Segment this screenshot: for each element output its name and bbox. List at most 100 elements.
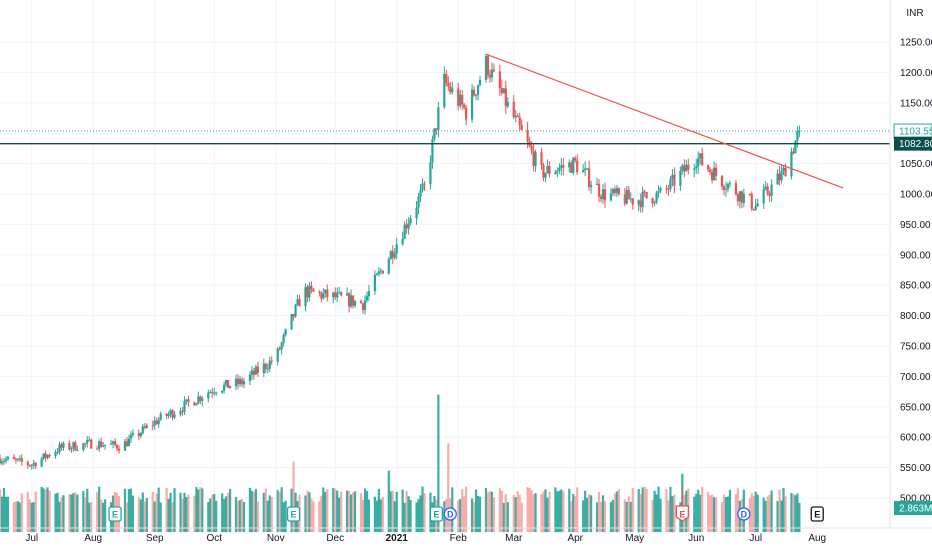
volume-bar bbox=[478, 496, 482, 533]
event-marker-letter: D bbox=[447, 510, 454, 520]
volume-bar bbox=[734, 494, 738, 533]
candle-body bbox=[451, 88, 454, 93]
volume-bar bbox=[268, 495, 271, 533]
currency-badge[interactable]: INR bbox=[903, 6, 927, 22]
volume-bar bbox=[556, 491, 559, 533]
candle-body bbox=[32, 462, 35, 466]
candle-body bbox=[693, 168, 696, 170]
volume-bar bbox=[562, 491, 565, 533]
volume-bar bbox=[6, 496, 10, 533]
candle-body bbox=[248, 374, 252, 382]
event-marker-earnings[interactable]: E bbox=[286, 506, 301, 522]
candle-body bbox=[572, 157, 575, 173]
candle-body bbox=[796, 131, 799, 141]
volume-bar bbox=[129, 488, 133, 533]
candle-body bbox=[459, 94, 462, 106]
candle-body bbox=[223, 384, 226, 391]
volume-bar bbox=[754, 491, 757, 533]
price-tick-label: 700.00 bbox=[900, 372, 931, 383]
event-marker-earnings-miss[interactable]: E bbox=[675, 488, 689, 522]
volume-bar bbox=[324, 491, 327, 533]
candle-body bbox=[724, 188, 728, 190]
volume-bar bbox=[266, 500, 269, 533]
candle-body bbox=[601, 189, 605, 200]
volume-tag-text: 2.863M bbox=[899, 504, 932, 515]
volume-bar bbox=[701, 486, 704, 533]
volume-bar bbox=[262, 492, 265, 533]
event-marker-letter: D bbox=[741, 510, 748, 520]
candle-body bbox=[340, 292, 343, 296]
volume-bar bbox=[332, 487, 335, 533]
candle-body bbox=[712, 167, 716, 181]
candle-body bbox=[391, 251, 394, 258]
candle-body bbox=[308, 285, 311, 298]
volume-bar bbox=[629, 501, 632, 533]
volume-bar bbox=[338, 497, 341, 533]
candle-body bbox=[556, 170, 559, 173]
candle-body bbox=[377, 271, 380, 274]
candle-body bbox=[443, 73, 446, 108]
volume-bar bbox=[419, 495, 422, 533]
candle-body bbox=[250, 370, 254, 375]
volume-bar bbox=[88, 502, 91, 533]
event-marker-dividend[interactable]: D bbox=[443, 507, 457, 521]
candle-body bbox=[131, 432, 134, 436]
candle-body bbox=[701, 153, 704, 166]
volume-bar bbox=[167, 498, 170, 533]
volume-bar bbox=[20, 493, 23, 533]
event-marker-letter: E bbox=[433, 510, 439, 520]
volume-bar bbox=[609, 502, 613, 533]
trend-line[interactable] bbox=[485, 53, 844, 189]
candle-body bbox=[96, 448, 99, 450]
candle-body bbox=[387, 259, 390, 274]
candle-body bbox=[292, 314, 295, 317]
candle-body bbox=[46, 455, 49, 458]
volume-bar bbox=[601, 495, 605, 533]
price-axis[interactable]: 500.00 550.00 600.00 650.00 700.00 750.00 800.… bbox=[900, 38, 932, 505]
drawings[interactable] bbox=[0, 53, 890, 189]
candle-body bbox=[707, 165, 710, 170]
candle-body bbox=[139, 433, 142, 437]
candle-body bbox=[40, 458, 43, 467]
volume-bar bbox=[14, 501, 17, 533]
candle-body bbox=[697, 158, 700, 167]
candle-body bbox=[405, 224, 408, 229]
candle-body bbox=[225, 380, 228, 385]
time-axis[interactable]: Jul Aug Sep Oct Nov Dec 2021 Feb Mar Apr May Jun Jul… bbox=[25, 533, 826, 544]
event-marker-earnings[interactable]: E bbox=[429, 506, 444, 522]
volume-bar bbox=[70, 494, 73, 533]
event-marker-dividend[interactable]: D bbox=[737, 507, 751, 521]
candle-body bbox=[756, 203, 759, 206]
candle-body bbox=[762, 189, 765, 204]
candle-body bbox=[173, 414, 176, 418]
volume-bar bbox=[359, 493, 363, 533]
price-tick-label: 1150.00 bbox=[900, 98, 932, 109]
candle-body bbox=[754, 205, 757, 210]
volume-bar bbox=[0, 496, 4, 533]
candle-body bbox=[655, 192, 658, 203]
event-marker-earnings[interactable]: E bbox=[108, 506, 122, 522]
candle-body bbox=[381, 270, 384, 274]
volume-bar bbox=[157, 487, 160, 533]
candle-body bbox=[145, 425, 148, 428]
candle-body bbox=[58, 444, 61, 453]
candle-body bbox=[306, 287, 309, 298]
candle-body bbox=[151, 425, 154, 427]
volume-bar bbox=[794, 495, 797, 533]
volume-bar bbox=[486, 492, 490, 533]
candle-body bbox=[298, 299, 301, 307]
event-marker-earnings-upcoming[interactable]: E bbox=[810, 506, 824, 522]
candle-body bbox=[296, 299, 299, 305]
volume-bar bbox=[365, 490, 369, 533]
candle-body bbox=[750, 193, 753, 209]
candle-body bbox=[457, 88, 460, 106]
candle-body bbox=[778, 173, 781, 181]
volume-bar bbox=[639, 493, 642, 533]
volume-bar bbox=[568, 488, 571, 533]
candle-body bbox=[641, 191, 644, 208]
candle-body bbox=[520, 125, 523, 130]
volume-bar bbox=[173, 488, 176, 533]
